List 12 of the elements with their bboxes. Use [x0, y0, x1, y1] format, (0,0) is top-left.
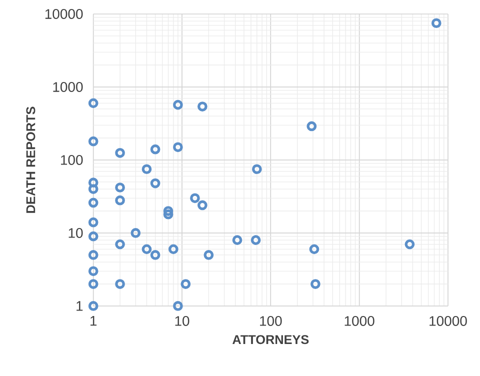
x-tick-label: 10 — [175, 316, 190, 326]
x-tick-label: 1000 — [344, 316, 374, 326]
x-axis-title: ATTORNEYS — [232, 335, 309, 344]
x-tick-label: 10000 — [430, 316, 467, 326]
y-tick-label: 10000 — [45, 9, 83, 19]
y-tick-label: 1 — [76, 301, 83, 311]
x-tick-label: 1 — [90, 316, 97, 326]
y-tick-label: 1000 — [53, 82, 83, 92]
y-tick-label: 100 — [61, 155, 83, 165]
y-axis-title: DEATH REPORTS — [26, 106, 36, 213]
y-tick-label: 10 — [68, 228, 83, 238]
x-tick-label: 100 — [260, 316, 282, 326]
